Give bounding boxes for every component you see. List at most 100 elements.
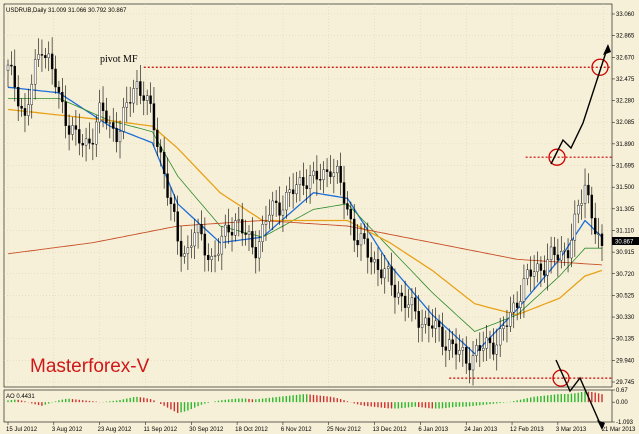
candle-body — [128, 102, 132, 104]
candle-body — [210, 256, 213, 260]
candle — [295, 171, 298, 203]
candle-body — [291, 189, 295, 195]
candle — [509, 296, 512, 333]
candle — [600, 224, 604, 261]
candle — [590, 186, 594, 235]
candle-body — [196, 223, 200, 234]
candle-body — [95, 121, 98, 145]
candle-body — [549, 246, 553, 260]
candle-body — [285, 192, 288, 211]
candle — [166, 157, 169, 206]
candle — [356, 224, 359, 258]
candle — [383, 255, 386, 294]
candle — [162, 137, 166, 189]
candle-body — [183, 253, 186, 257]
candle — [315, 155, 319, 196]
x-tick-label: 21 Mar 2013 — [602, 427, 636, 433]
candle — [6, 59, 10, 88]
candle-body — [577, 205, 580, 215]
candle — [587, 173, 590, 204]
candle-body — [332, 172, 336, 177]
current-price-box — [612, 237, 639, 245]
candle — [67, 114, 71, 151]
candle-body — [380, 269, 383, 279]
candle-body — [13, 65, 16, 88]
candle — [91, 128, 95, 161]
candle — [302, 162, 305, 196]
candle-body — [427, 317, 431, 326]
candle-body — [553, 246, 556, 256]
candle-body — [312, 170, 315, 176]
candle — [220, 226, 224, 271]
candle — [583, 168, 587, 219]
candle-body — [203, 233, 207, 256]
candle-body — [587, 184, 590, 196]
candle-body — [431, 325, 434, 329]
candle-body — [135, 81, 139, 89]
candle — [156, 117, 159, 157]
candle — [50, 37, 54, 85]
candle-body — [590, 194, 594, 219]
y-tick-label: 31.110 — [616, 228, 635, 234]
candle — [254, 230, 257, 274]
candle-body — [156, 129, 159, 147]
candle — [30, 74, 33, 119]
candle — [451, 330, 454, 358]
candle — [16, 75, 20, 121]
candle — [54, 55, 57, 94]
candle — [458, 334, 461, 363]
candle-body — [64, 101, 67, 126]
candle — [115, 112, 118, 153]
candle — [274, 189, 278, 217]
candle-body — [397, 292, 400, 298]
candle-body — [224, 224, 227, 237]
candle — [95, 115, 98, 158]
candle-body — [305, 185, 308, 189]
candle-body — [532, 271, 536, 277]
candle-body — [437, 320, 441, 328]
candle — [88, 122, 91, 150]
candle — [366, 222, 369, 274]
candle — [40, 39, 44, 72]
candle-body — [169, 197, 173, 205]
y-tick-label: 32.280 — [616, 99, 635, 105]
y-tick-label: 31.305 — [616, 207, 635, 213]
candle — [407, 288, 410, 318]
candle — [465, 336, 468, 374]
candle — [339, 152, 342, 196]
x-tick-label: 30 Sep 2012 — [189, 427, 224, 433]
candle — [532, 255, 536, 290]
candle-body — [145, 95, 149, 101]
candle — [353, 204, 356, 253]
candle-body — [468, 363, 471, 371]
candle — [570, 223, 573, 268]
candle-body — [149, 95, 152, 104]
candle — [478, 332, 482, 367]
candle-body — [298, 177, 302, 185]
candle-body — [373, 259, 376, 263]
candle-body — [414, 297, 417, 312]
candle-body — [522, 278, 526, 302]
candle — [577, 199, 580, 224]
candle-body — [125, 102, 129, 108]
candle — [33, 49, 37, 100]
candle — [71, 116, 74, 141]
candle-body — [281, 209, 285, 216]
candle-body — [193, 232, 196, 247]
up-arrow-head — [603, 44, 611, 55]
candle — [461, 338, 465, 367]
candle — [37, 38, 40, 67]
candle-body — [597, 233, 600, 235]
candle-body — [254, 247, 257, 259]
candle-body — [403, 295, 407, 308]
candle-body — [67, 125, 71, 135]
y-tick-label: 30.720 — [616, 272, 635, 278]
candle-body — [268, 214, 271, 222]
candle-body — [261, 224, 264, 242]
candle-body — [383, 268, 386, 279]
candle — [207, 243, 210, 272]
candle — [237, 206, 241, 237]
candle-body — [594, 217, 597, 235]
brand-label: Masterforex-V — [30, 356, 150, 377]
